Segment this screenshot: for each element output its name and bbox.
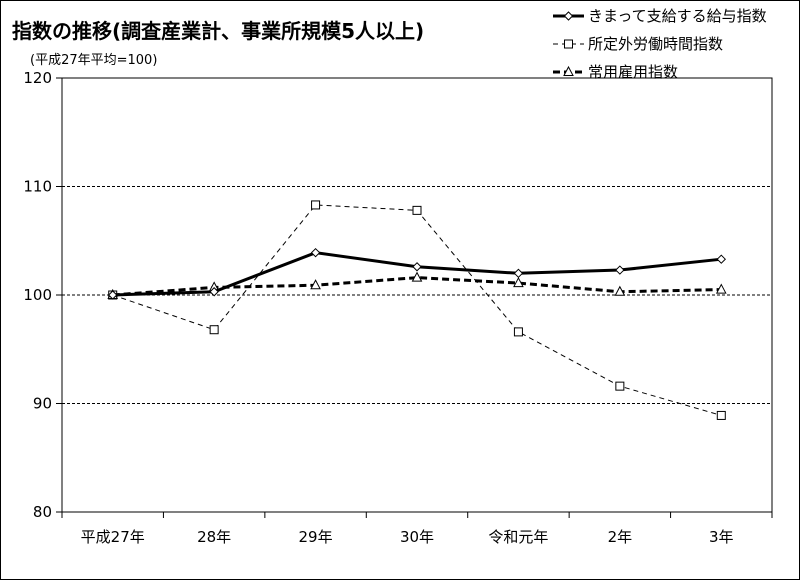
gridlines: [62, 186, 772, 404]
data-point: [716, 410, 726, 420]
data-point: [615, 265, 625, 275]
data-point: [412, 262, 422, 272]
legend-label: 所定外労働時間指数: [588, 35, 723, 53]
data-point: [513, 268, 524, 279]
x-tick-label: 29年: [299, 528, 333, 546]
data-point: [310, 247, 321, 258]
data-point: [716, 254, 726, 264]
series-layer: [107, 200, 727, 420]
y-tick-label: 90: [33, 395, 52, 413]
x-tick-label: 28年: [197, 528, 231, 546]
data-point: [209, 325, 219, 335]
data-point: [108, 290, 118, 300]
y-tick-label: 120: [23, 69, 52, 87]
y-tick-label: 80: [33, 503, 52, 521]
data-point: [513, 327, 523, 337]
chart-subtitle: (平成27年平均=100): [30, 53, 157, 68]
data-point: [311, 200, 321, 210]
legend-entry: 所定外労働時間指数: [553, 35, 723, 53]
data-point: [615, 381, 625, 391]
data-point: [412, 205, 422, 215]
x-tick-label: 令和元年: [488, 528, 548, 546]
x-tick-label: 平成27年: [81, 528, 145, 546]
series-line: [112, 204, 722, 416]
legend-marker: [564, 39, 573, 49]
series-diamond: [108, 247, 726, 300]
legend-entry: 常用雇用指数: [553, 63, 678, 81]
data-point: [513, 276, 524, 288]
x-tick-label: 30年: [400, 528, 434, 546]
data-point: [715, 283, 727, 294]
y-tick-label: 110: [23, 178, 52, 196]
data-point: [614, 285, 626, 296]
legend-label: 常用雇用指数: [588, 63, 678, 81]
y-axis-ticks: 120 110 100 90 80: [23, 69, 62, 521]
series-square: [108, 200, 726, 420]
legend-label: きまって支給する給与指数: [588, 7, 767, 25]
x-tick-label: 3年: [709, 528, 734, 546]
x-axis-ticks: 平成27年 28年 29年 30年 令和元年 2年 3年: [61, 512, 773, 546]
data-point: [310, 279, 321, 290]
data-point: [411, 271, 423, 282]
legend-marker: [563, 11, 574, 21]
y-tick-label: 100: [23, 286, 52, 304]
legend-marker: [563, 65, 574, 76]
data-point: [209, 287, 219, 297]
chart-title: 指数の推移(調査産業計、事業所規模5人以上): [12, 19, 424, 43]
legend-entry: きまって支給する給与指数: [553, 7, 767, 25]
x-tick-label: 2年: [608, 528, 633, 546]
